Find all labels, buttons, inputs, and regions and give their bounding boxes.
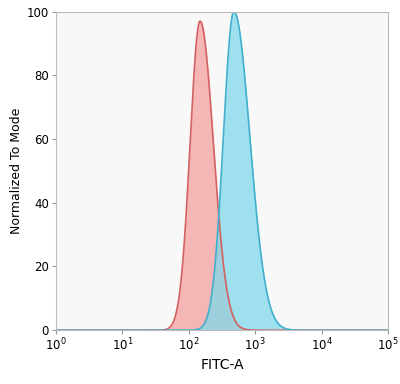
X-axis label: FITC-A: FITC-A <box>200 358 244 372</box>
Y-axis label: Normalized To Mode: Normalized To Mode <box>10 108 23 234</box>
